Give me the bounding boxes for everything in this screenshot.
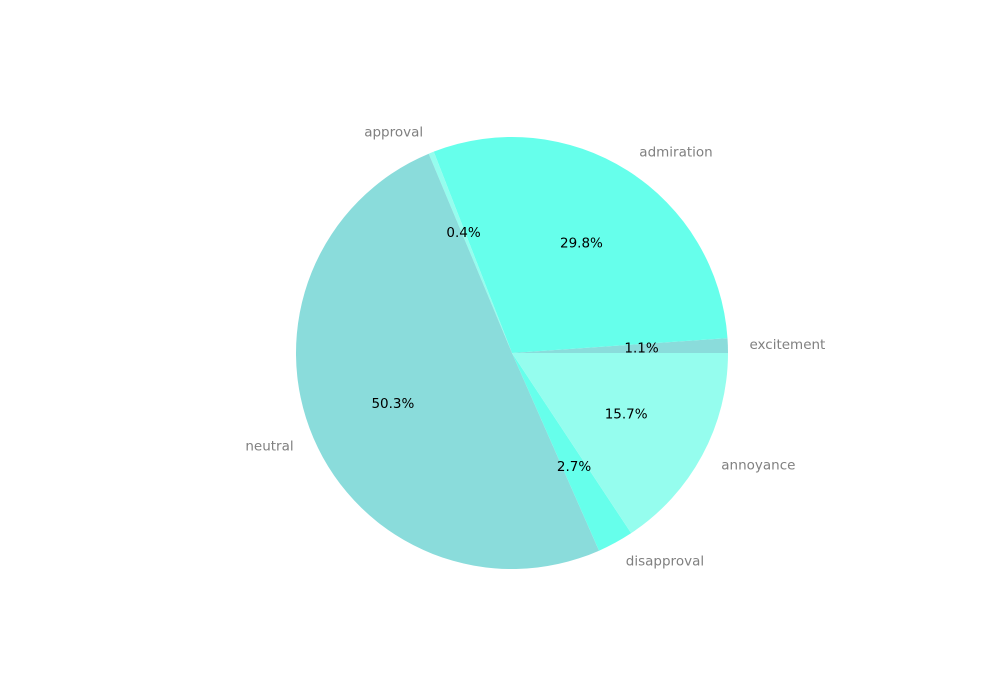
slice-percent-disapproval: 2.7% <box>557 459 591 475</box>
slice-percent-excitement: 1.1% <box>624 341 658 357</box>
pie-slice-admiration <box>433 137 728 353</box>
pie-slice-annoyance <box>512 353 728 534</box>
pie-slices <box>296 137 728 569</box>
slice-label-approval: approval <box>364 125 423 141</box>
pie-slice-disapproval <box>512 353 632 551</box>
slice-label-excitement: excitement <box>749 337 825 353</box>
pie-slice-approval <box>428 151 512 353</box>
slice-percent-approval: 0.4% <box>446 225 480 241</box>
slice-percent-admiration: 29.8% <box>560 236 603 252</box>
pie-labels: excitement 1.1% admiration 29.8% approval 0.4… <box>245 125 825 570</box>
slice-label-disapproval: disapproval <box>626 554 704 570</box>
slice-label-neutral: neutral <box>245 439 293 455</box>
slice-percent-annoyance: 15.7% <box>605 406 648 422</box>
slice-label-annoyance: annoyance <box>721 457 795 473</box>
pie-slice-neutral <box>296 153 600 569</box>
slice-label-admiration: admiration <box>639 144 712 160</box>
pie-slice-excitement <box>512 338 728 353</box>
slice-percent-neutral: 50.3% <box>371 396 414 412</box>
